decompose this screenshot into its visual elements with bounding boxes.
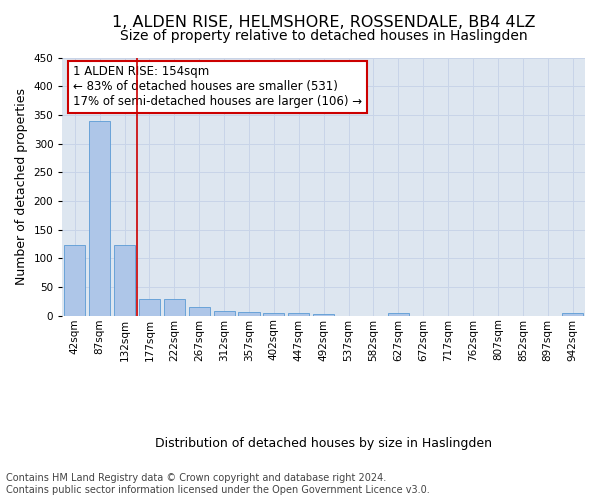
Text: Contains HM Land Registry data © Crown copyright and database right 2024.
Contai: Contains HM Land Registry data © Crown c…	[6, 474, 430, 495]
Text: 1 ALDEN RISE: 154sqm
← 83% of detached houses are smaller (531)
17% of semi-deta: 1 ALDEN RISE: 154sqm ← 83% of detached h…	[73, 66, 362, 108]
Bar	[188, 307, 210, 316]
Bar	[263, 314, 284, 316]
Bar	[64, 245, 85, 316]
Bar	[139, 299, 160, 316]
Bar	[313, 314, 334, 316]
X-axis label: Distribution of detached houses by size in Haslingden: Distribution of detached houses by size …	[155, 437, 492, 450]
Title: 1, ALDEN RISE, HELMSHORE, ROSSENDALE, BB4 4LZ: 1, ALDEN RISE, HELMSHORE, ROSSENDALE, BB…	[112, 15, 535, 30]
Bar	[164, 299, 185, 316]
Bar	[388, 313, 409, 316]
Bar	[214, 311, 235, 316]
Text: Size of property relative to detached houses in Haslingden: Size of property relative to detached ho…	[120, 30, 527, 44]
Bar	[562, 314, 583, 316]
Bar	[238, 312, 260, 316]
Bar	[89, 120, 110, 316]
Bar	[114, 245, 135, 316]
Bar	[288, 314, 310, 316]
Y-axis label: Number of detached properties: Number of detached properties	[15, 88, 28, 285]
